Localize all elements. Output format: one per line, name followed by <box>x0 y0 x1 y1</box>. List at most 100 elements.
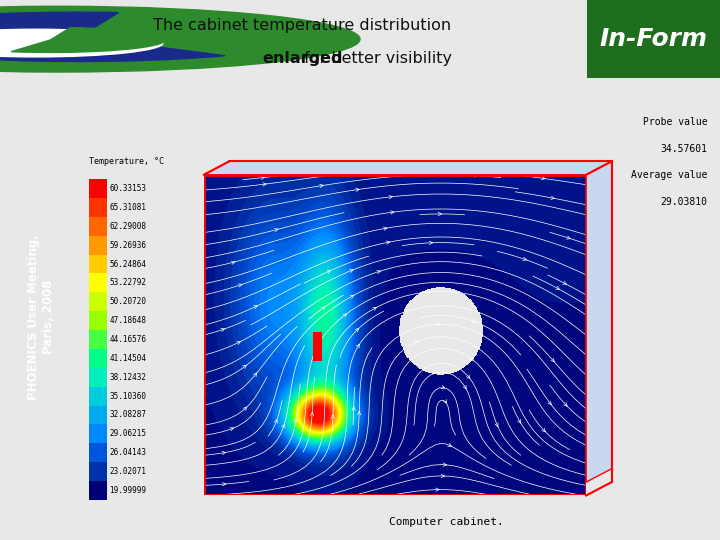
Text: 19.99999: 19.99999 <box>109 486 146 495</box>
Text: 23.02071: 23.02071 <box>109 467 146 476</box>
FancyArrowPatch shape <box>261 176 264 179</box>
FancyArrowPatch shape <box>221 328 225 332</box>
FancyArrowPatch shape <box>474 174 477 177</box>
FancyArrowPatch shape <box>495 423 498 427</box>
Bar <box>89 179 107 198</box>
Wedge shape <box>11 28 166 52</box>
FancyArrowPatch shape <box>469 357 473 360</box>
FancyArrowPatch shape <box>310 412 314 416</box>
Text: 34.57601: 34.57601 <box>660 144 707 153</box>
FancyArrowPatch shape <box>343 314 347 317</box>
FancyArrowPatch shape <box>243 407 247 410</box>
Text: 56.24864: 56.24864 <box>109 260 146 268</box>
FancyArrowPatch shape <box>238 284 242 287</box>
Bar <box>89 330 107 349</box>
FancyArrowPatch shape <box>274 228 278 232</box>
FancyArrowPatch shape <box>384 227 387 230</box>
Text: Average value: Average value <box>631 170 707 180</box>
Bar <box>89 443 107 462</box>
FancyArrowPatch shape <box>253 373 257 376</box>
FancyArrowPatch shape <box>438 212 441 215</box>
Text: 29.06215: 29.06215 <box>109 429 146 438</box>
Bar <box>89 292 107 311</box>
Text: for better visibility: for better visibility <box>299 51 452 66</box>
FancyArrowPatch shape <box>321 307 325 310</box>
FancyArrowPatch shape <box>263 183 266 186</box>
FancyArrowPatch shape <box>390 211 394 214</box>
Text: 44.16576: 44.16576 <box>109 335 146 344</box>
Bar <box>312 332 323 361</box>
FancyArrowPatch shape <box>356 344 359 348</box>
Text: 65.31081: 65.31081 <box>109 203 146 212</box>
Circle shape <box>0 6 360 72</box>
FancyArrowPatch shape <box>548 401 552 405</box>
Text: The cabinet temperature distribution: The cabinet temperature distribution <box>153 18 451 32</box>
Bar <box>89 198 107 217</box>
Polygon shape <box>586 161 612 482</box>
Text: 53.22792: 53.22792 <box>109 279 146 287</box>
FancyArrowPatch shape <box>294 418 297 422</box>
Bar <box>89 236 107 255</box>
FancyArrowPatch shape <box>444 400 446 403</box>
Bar <box>587 0 720 78</box>
FancyArrowPatch shape <box>237 341 240 345</box>
Bar <box>89 273 107 292</box>
Text: 47.18648: 47.18648 <box>109 316 146 325</box>
FancyArrowPatch shape <box>386 241 390 244</box>
Bar <box>89 217 107 236</box>
FancyArrowPatch shape <box>243 365 246 369</box>
Text: 60.33153: 60.33153 <box>109 184 146 193</box>
FancyArrowPatch shape <box>350 295 354 298</box>
FancyArrowPatch shape <box>567 236 570 239</box>
Bar <box>89 462 107 481</box>
FancyArrowPatch shape <box>564 403 567 406</box>
Bar <box>89 349 107 368</box>
FancyArrowPatch shape <box>542 428 546 432</box>
FancyArrowPatch shape <box>437 322 441 326</box>
Text: 26.04143: 26.04143 <box>109 448 146 457</box>
FancyArrowPatch shape <box>230 428 233 431</box>
Text: 59.26936: 59.26936 <box>109 241 146 249</box>
Text: PHOENICS User Meeting,
Paris, 2008: PHOENICS User Meeting, Paris, 2008 <box>27 234 55 400</box>
Bar <box>89 311 107 330</box>
FancyArrowPatch shape <box>349 269 353 273</box>
Text: enlarged: enlarged <box>263 51 343 66</box>
FancyArrowPatch shape <box>231 261 235 265</box>
Bar <box>89 481 107 500</box>
Wedge shape <box>0 12 225 62</box>
Bar <box>89 387 107 406</box>
FancyArrowPatch shape <box>222 483 226 486</box>
FancyArrowPatch shape <box>556 286 559 289</box>
FancyArrowPatch shape <box>436 488 439 491</box>
Bar <box>89 255 107 273</box>
FancyArrowPatch shape <box>274 420 277 423</box>
FancyArrowPatch shape <box>253 306 257 309</box>
Circle shape <box>0 29 163 57</box>
FancyArrowPatch shape <box>463 385 466 389</box>
Text: 29.03810: 29.03810 <box>660 197 707 207</box>
Text: 41.14504: 41.14504 <box>109 354 146 363</box>
FancyArrowPatch shape <box>377 271 380 274</box>
Text: 50.20720: 50.20720 <box>109 298 146 306</box>
FancyArrowPatch shape <box>320 184 323 187</box>
FancyArrowPatch shape <box>518 420 521 423</box>
Text: 35.10360: 35.10360 <box>109 392 146 401</box>
Text: Probe value: Probe value <box>643 117 707 127</box>
Text: Temperature, °C: Temperature, °C <box>89 157 164 166</box>
Text: Computer cabinet.: Computer cabinet. <box>389 517 503 527</box>
FancyArrowPatch shape <box>562 281 567 284</box>
FancyArrowPatch shape <box>541 177 545 180</box>
FancyArrowPatch shape <box>282 424 285 428</box>
FancyArrowPatch shape <box>429 241 433 245</box>
Bar <box>89 424 107 443</box>
FancyArrowPatch shape <box>443 463 446 466</box>
Text: 38.12432: 38.12432 <box>109 373 146 382</box>
FancyArrowPatch shape <box>331 415 335 419</box>
Bar <box>89 406 107 424</box>
FancyArrowPatch shape <box>472 320 477 322</box>
FancyArrowPatch shape <box>222 451 225 455</box>
Text: 62.29008: 62.29008 <box>109 222 146 231</box>
FancyArrowPatch shape <box>467 375 469 379</box>
FancyArrowPatch shape <box>551 359 554 362</box>
Bar <box>89 368 107 387</box>
